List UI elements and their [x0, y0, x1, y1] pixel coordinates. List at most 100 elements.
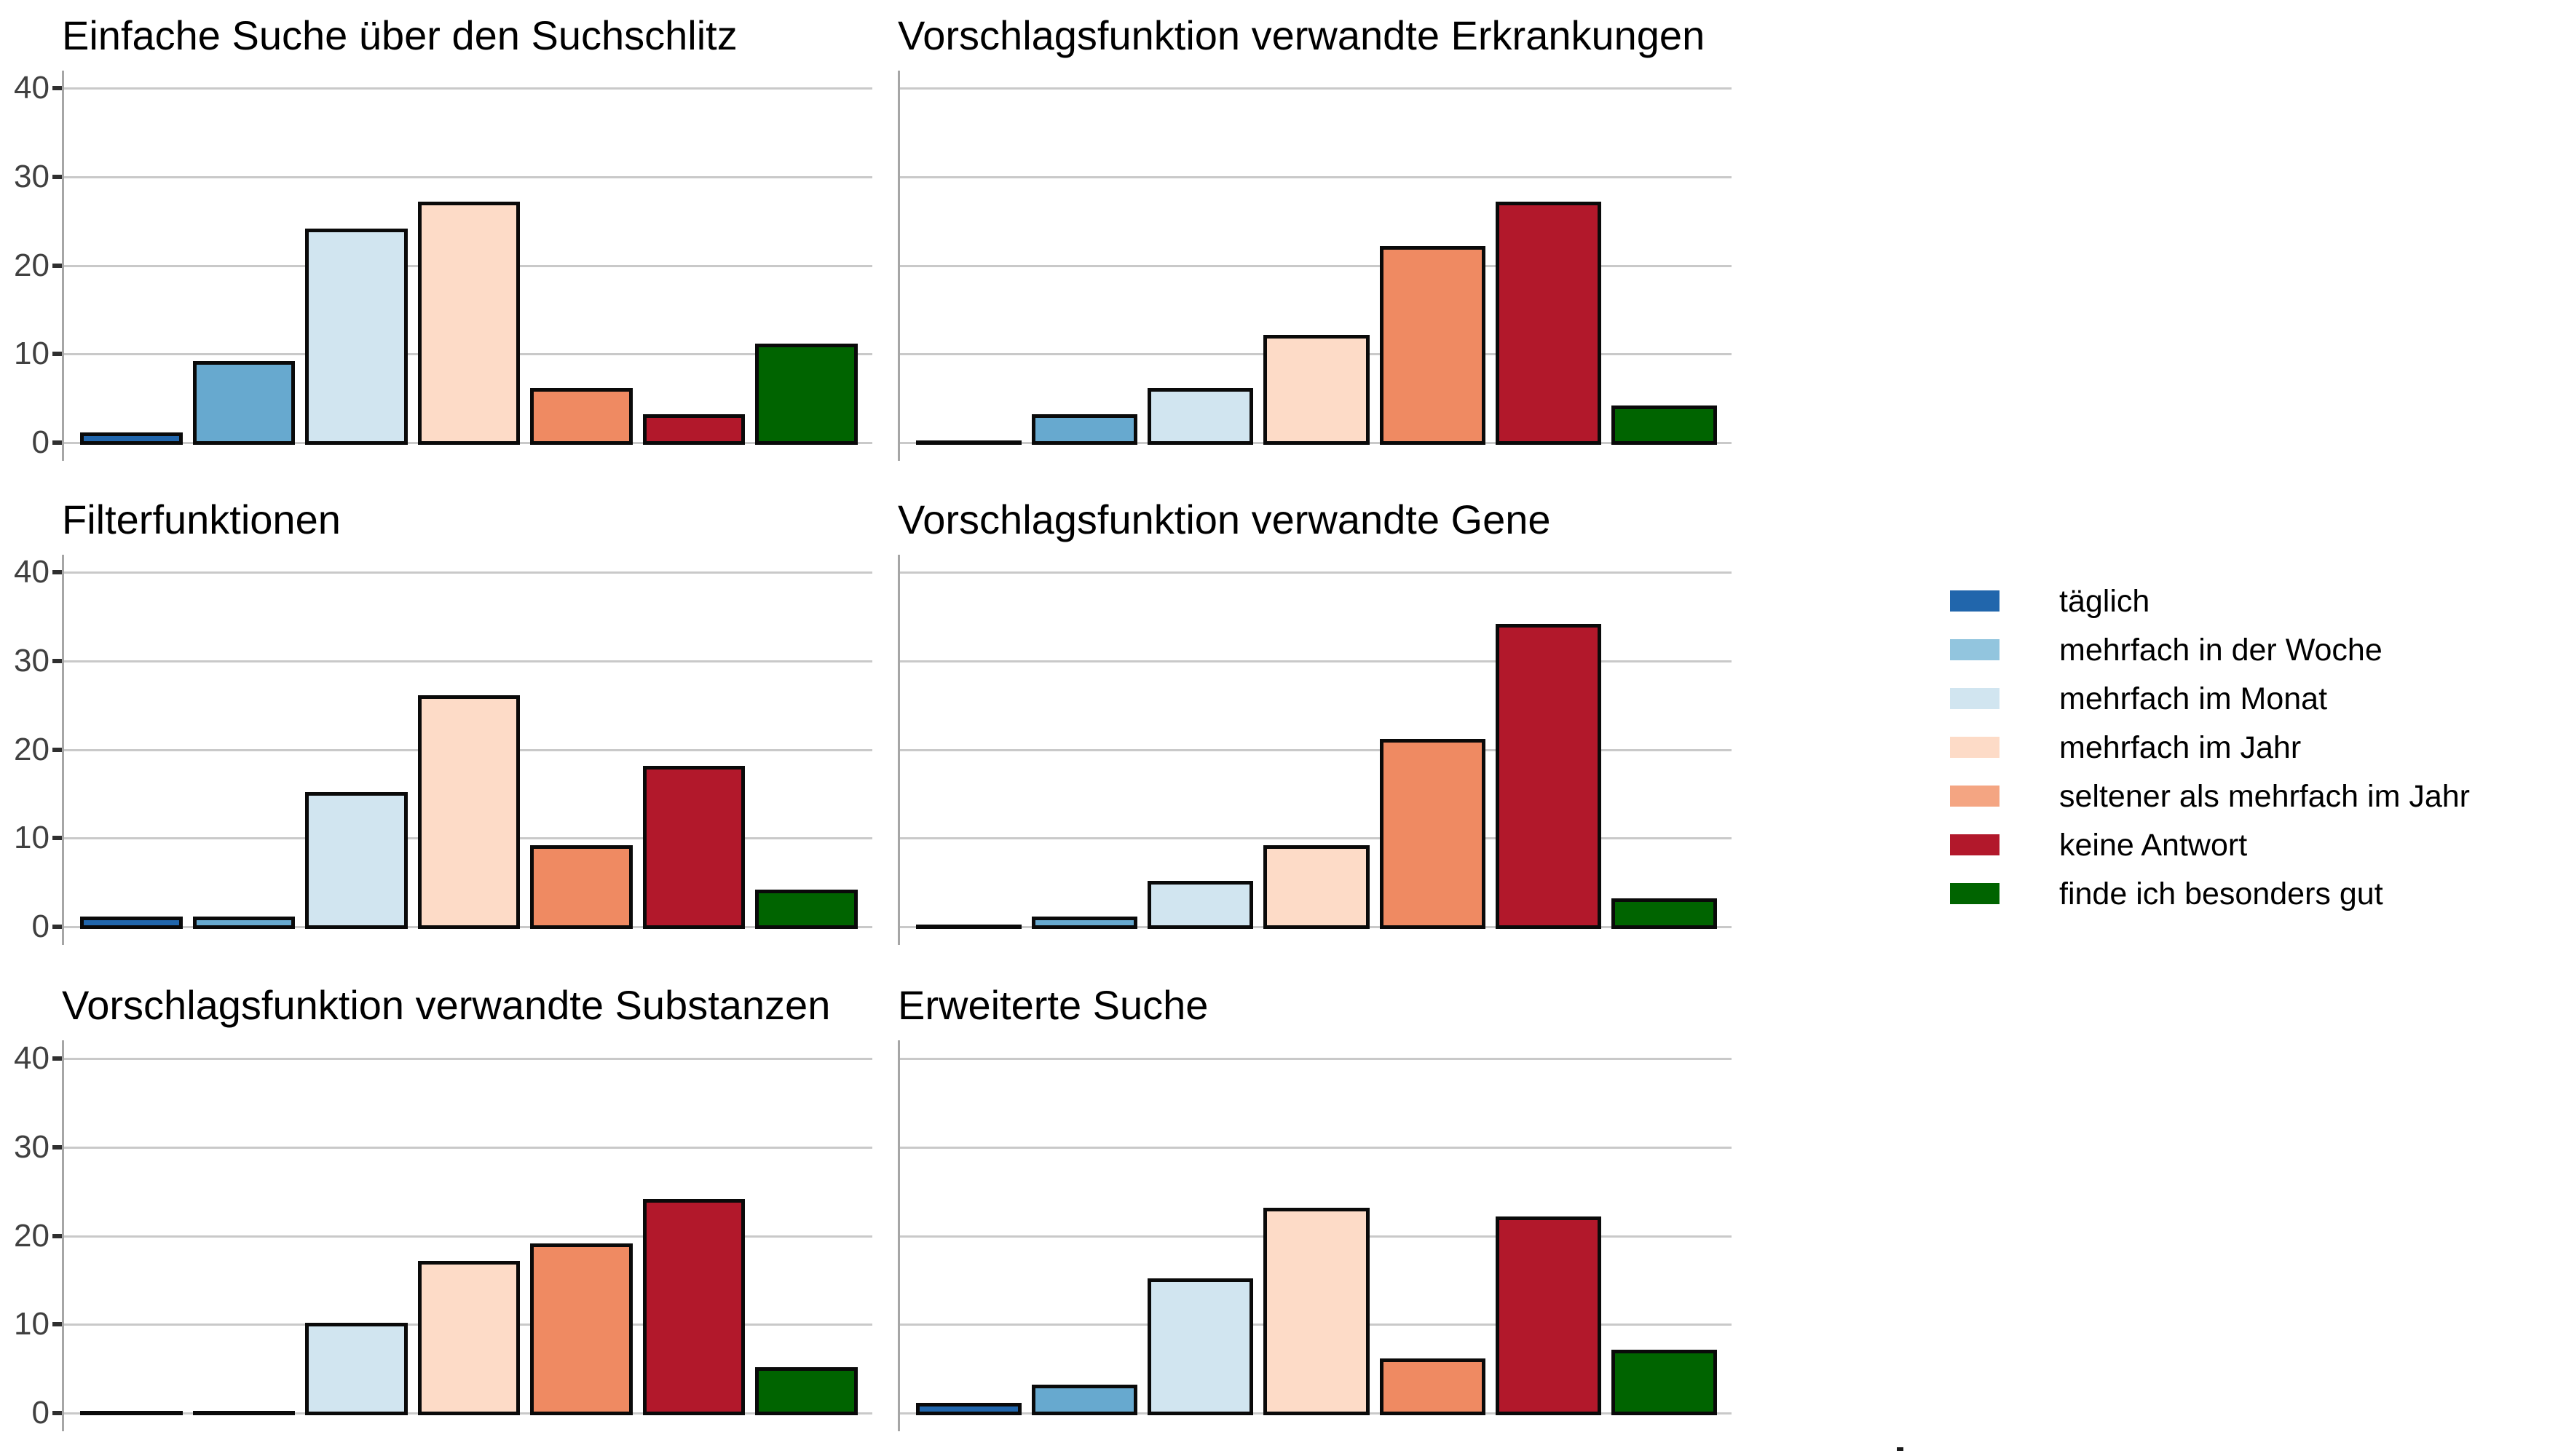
- y-axis-label: 40: [14, 554, 50, 590]
- gridline-y30: [64, 1146, 872, 1149]
- y-axis-tick: [52, 747, 62, 752]
- panel-title: Filterfunktionen: [62, 496, 341, 542]
- legend-label-0: täglich: [2059, 583, 2150, 619]
- gridline-y30: [900, 1146, 1732, 1149]
- bar-6: [755, 1367, 858, 1415]
- y-axis-tick: [52, 86, 62, 91]
- gridline-y40: [64, 571, 872, 574]
- bar-4: [1379, 246, 1485, 445]
- panel-title: Einfache Suche über den Suchschlitz: [62, 12, 738, 58]
- bar-1: [1032, 917, 1138, 929]
- panel-plot-area: 0 10 20 30 40: [14, 71, 872, 461]
- bar-2: [1148, 881, 1254, 929]
- bar-4: [1379, 1358, 1485, 1415]
- bar-4: [530, 845, 633, 929]
- gridline-y20: [900, 264, 1732, 267]
- legend-swatch-2: [1950, 688, 1999, 709]
- y-axis-label: 10: [14, 336, 50, 372]
- bar-3: [417, 695, 521, 929]
- y-axis-tick: [52, 570, 62, 575]
- legend-label-2: mehrfach im Monat: [2059, 681, 2328, 716]
- gridline-y30: [64, 175, 872, 178]
- gridline-y10: [900, 837, 1732, 840]
- panel-title: Vorschlagsfunktion verwandte Substanzen: [62, 982, 831, 1028]
- y-axis-label: 0: [31, 1395, 50, 1431]
- bar-2: [305, 792, 408, 929]
- gridline-y30: [900, 660, 1732, 662]
- legend-label-5: keine Antwort: [2059, 827, 2248, 863]
- bar-0-zero: [916, 440, 1022, 445]
- bar-3: [1263, 335, 1370, 445]
- y-axis-label: 10: [14, 1306, 50, 1342]
- y-axis-label: 30: [14, 642, 50, 678]
- stray-mark: [1897, 1447, 1903, 1451]
- legend-label-1: mehrfach in der Woche: [2059, 632, 2383, 668]
- bar-1: [192, 917, 296, 929]
- panel-title: Vorschlagsfunktion verwandte Erkrankunge…: [898, 12, 1705, 58]
- bar-5: [1495, 202, 1601, 445]
- legend-swatch-5: [1950, 834, 1999, 855]
- y-axis-label: 0: [31, 424, 50, 460]
- y-axis-tick: [52, 1144, 62, 1150]
- y-axis-tick: [52, 174, 62, 179]
- bar-5: [642, 766, 746, 929]
- y-axis-label: 0: [31, 909, 50, 944]
- y-axis-label: 10: [14, 820, 50, 856]
- y-axis-label: 30: [14, 158, 50, 194]
- panel-plot-area: [898, 1040, 1732, 1431]
- bar-4: [530, 388, 633, 445]
- bar-6: [1611, 405, 1717, 445]
- bar-2: [305, 229, 408, 445]
- bar-0-zero: [80, 1411, 183, 1415]
- y-axis-label: 40: [14, 1040, 50, 1077]
- bar-5: [1495, 1216, 1601, 1415]
- gridline-y20: [900, 748, 1732, 751]
- bar-2: [305, 1323, 408, 1415]
- bar-6: [755, 890, 858, 929]
- bar-0-zero: [916, 925, 1022, 929]
- y-axis-tick: [52, 1411, 62, 1415]
- gridline-y20: [64, 1235, 872, 1238]
- panel-title: Vorschlagsfunktion verwandte Gene: [898, 496, 1551, 542]
- gridline-y40: [64, 1058, 872, 1061]
- y-axis-tick: [52, 925, 62, 929]
- bar-6: [1611, 898, 1717, 929]
- y-axis-label: 20: [14, 1217, 50, 1254]
- bar-5: [1495, 624, 1601, 929]
- bar-0: [80, 917, 183, 929]
- y-axis-tick: [52, 440, 62, 445]
- legend-swatch-4: [1950, 786, 1999, 807]
- y-axis-tick: [52, 836, 62, 841]
- bar-5: [642, 414, 746, 445]
- panel-plot-area: 0 10 20 30 40: [14, 555, 872, 945]
- gridline-y40: [900, 571, 1732, 574]
- bar-0: [80, 432, 183, 445]
- panel-title: Erweiterte Suche: [898, 982, 1209, 1028]
- panel-plot-area: [898, 555, 1732, 945]
- bar-3: [1263, 845, 1370, 929]
- y-axis-tick: [52, 658, 62, 663]
- legend-swatch-1: [1950, 639, 1999, 660]
- y-axis-tick: [52, 352, 62, 357]
- gridline-y40: [900, 1058, 1732, 1061]
- y-axis-tick: [52, 1233, 62, 1238]
- y-axis-tick: [52, 1322, 62, 1327]
- y-axis-label: 20: [14, 247, 50, 283]
- y-axis-label: 20: [14, 731, 50, 767]
- bar-3: [417, 1261, 521, 1415]
- y-axis-label: 40: [14, 70, 50, 106]
- bar-2: [1148, 1278, 1254, 1415]
- legend-swatch-6: [1950, 883, 1999, 904]
- bar-5: [642, 1199, 746, 1415]
- legend-label-4: seltener als mehrfach im Jahr: [2059, 778, 2470, 814]
- bar-1: [192, 361, 296, 445]
- gridline-y40: [900, 87, 1732, 90]
- legend-label-6: finde ich besonders gut: [2059, 876, 2383, 911]
- bar-3: [417, 202, 521, 445]
- y-axis-label: 30: [14, 1128, 50, 1165]
- bar-1-zero: [192, 1411, 296, 1415]
- bar-3: [1263, 1208, 1370, 1415]
- y-axis-tick: [52, 263, 62, 268]
- y-axis-tick: [52, 1056, 62, 1061]
